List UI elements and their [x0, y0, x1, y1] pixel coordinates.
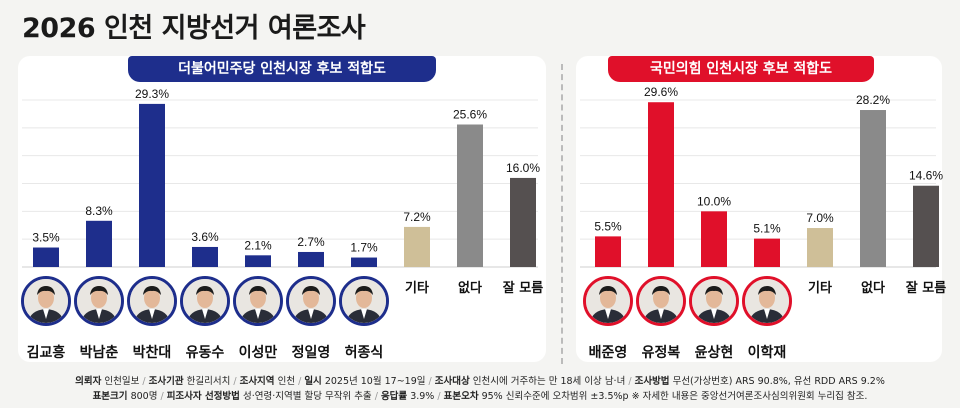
category-label: 잘 모름	[502, 281, 544, 296]
data-label: 8.3%	[85, 204, 113, 218]
data-label: 1.7%	[350, 241, 378, 255]
data-label: 7.0%	[806, 211, 834, 225]
chart-title-democratic: 더불어민주당 인천시장 후보 적합도	[128, 56, 436, 82]
data-label: 25.6%	[453, 107, 487, 121]
candidate-portrait	[636, 276, 686, 326]
category-label: 잘 모름	[905, 281, 947, 296]
footer-key: 표본크기	[92, 391, 128, 402]
candidate-name: 허종식	[344, 345, 384, 361]
data-label: 28.2%	[856, 93, 890, 107]
footer-value: 한길리서치	[186, 376, 231, 387]
chart-panel-ppp: 국민의힘 인천시장 후보 적합도 5.5% 29.6% 10.0% 5.1% 7.0% 2…	[576, 56, 946, 362]
bar	[648, 102, 674, 267]
candidate-name: 유동수	[185, 345, 225, 361]
candidate-name: 박남춘	[79, 345, 119, 361]
survey-footer: 의뢰자 인천일보 / 조사기관 한길리서치 / 조사지역 인천 / 일시 202…	[0, 374, 960, 404]
bar	[298, 251, 324, 267]
candidate-name: 박찬대	[132, 345, 172, 361]
footer-key: 의뢰자	[75, 376, 102, 387]
bar-chart-democratic: 3.5% 8.3% 29.3% 3.6% 2.1% 2.7% 1.7% 7.2% 25.6% 16…	[22, 87, 540, 268]
footer-key: 피조사자 선정방법	[166, 391, 240, 402]
bar	[510, 177, 536, 267]
data-label: 14.6%	[909, 169, 943, 183]
data-label: 10.0%	[697, 194, 731, 208]
footer-value: 인천	[277, 376, 296, 387]
footer-value: 95% 신뢰수준에 오차범위 ±3.5%p	[481, 391, 629, 402]
chart-panel-democratic: 더불어민주당 인천시장 후보 적합도 3.5% 8.3% 29.3% 3.6% 2.1%…	[18, 56, 546, 362]
candidate-name: 유정복	[641, 345, 681, 361]
candidate-portrait	[742, 276, 792, 326]
chart-title-ppp: 국민의힘 인천시장 후보 적합도	[608, 56, 874, 82]
bar	[245, 255, 271, 267]
category-label: 없다	[458, 281, 482, 296]
footer-key: 일시	[304, 376, 322, 387]
candidate-portrait	[233, 276, 283, 326]
data-label: 5.1%	[753, 222, 781, 236]
bar-chart-ppp: 5.5% 29.6% 10.0% 5.1% 7.0% 28.2% 14.6%	[580, 85, 943, 268]
candidate-portrait	[339, 276, 389, 326]
data-label: 16.0%	[506, 161, 540, 175]
bar	[86, 220, 112, 267]
panel-divider	[561, 64, 563, 364]
bar	[860, 110, 886, 267]
bar	[754, 238, 780, 267]
footer-key: 표본오차	[443, 391, 479, 402]
bar	[807, 228, 833, 267]
bar	[33, 247, 59, 267]
footer-value: 무선(가상번호) ARS 90.8%, 유선 RDD ARS 9.2%	[672, 376, 885, 387]
data-label: 5.5%	[594, 219, 622, 233]
candidate-portrait	[583, 276, 633, 326]
category-label: 없다	[861, 281, 885, 296]
candidate-portrait	[127, 276, 177, 326]
footer-line-1: 의뢰자 인천일보 / 조사기관 한길리서치 / 조사지역 인천 / 일시 202…	[75, 376, 885, 387]
bar	[192, 246, 218, 267]
candidate-name: 배준영	[588, 345, 628, 361]
data-label: 2.7%	[297, 235, 325, 249]
data-label: 2.1%	[244, 238, 272, 252]
footer-key: 조사대상	[434, 376, 470, 387]
footer-value: 인천일보	[104, 376, 140, 387]
footer-key: 응답률	[380, 391, 408, 402]
candidate-name: 윤상현	[694, 345, 734, 361]
candidate-portrait	[74, 276, 124, 326]
footer-key: 조사방법	[634, 376, 670, 387]
footer-key: 조사기관	[148, 376, 184, 387]
bar	[139, 103, 165, 267]
footer-line-2: 표본크기 800명 / 피조사자 선정방법 성·연령·지역별 할당 무작위 추출…	[92, 391, 868, 402]
candidate-name: 정일영	[291, 345, 331, 361]
category-label: 기타	[405, 281, 429, 296]
data-label: 29.3%	[135, 87, 169, 101]
candidate-portrait	[286, 276, 336, 326]
footer-note: ※ 자세한 내용은 중앙선거여론조사심의위원회 누리집 참조.	[631, 391, 868, 402]
footer-key: 조사지역	[239, 376, 275, 387]
footer-value: 2025년 10월 17~19일	[324, 376, 426, 387]
data-label: 3.5%	[32, 231, 60, 245]
bar	[913, 185, 939, 267]
data-label: 3.6%	[191, 230, 219, 244]
page-title: 2026 인천 지방선거 여론조사	[22, 13, 366, 44]
candidate-portrait	[180, 276, 230, 326]
footer-value: 800명	[130, 391, 158, 402]
bar	[701, 211, 727, 267]
footer-value: 인천시에 거주하는 만 18세 이상 남·녀	[472, 376, 626, 387]
candidate-name: 이학재	[747, 345, 787, 361]
candidate-portrait	[21, 276, 71, 326]
candidate-name: 이성만	[238, 345, 278, 361]
bar	[351, 257, 377, 267]
data-label: 29.6%	[644, 85, 678, 99]
footer-value: 3.9%	[410, 391, 435, 402]
candidate-name: 김교흥	[26, 345, 66, 361]
bar	[404, 226, 430, 267]
footer-value: 성·연령·지역별 할당 무작위 추출	[242, 391, 372, 402]
bar	[595, 236, 621, 267]
data-label: 7.2%	[403, 210, 431, 224]
candidate-portrait	[689, 276, 739, 326]
bar	[457, 124, 483, 267]
category-label: 기타	[808, 281, 832, 296]
